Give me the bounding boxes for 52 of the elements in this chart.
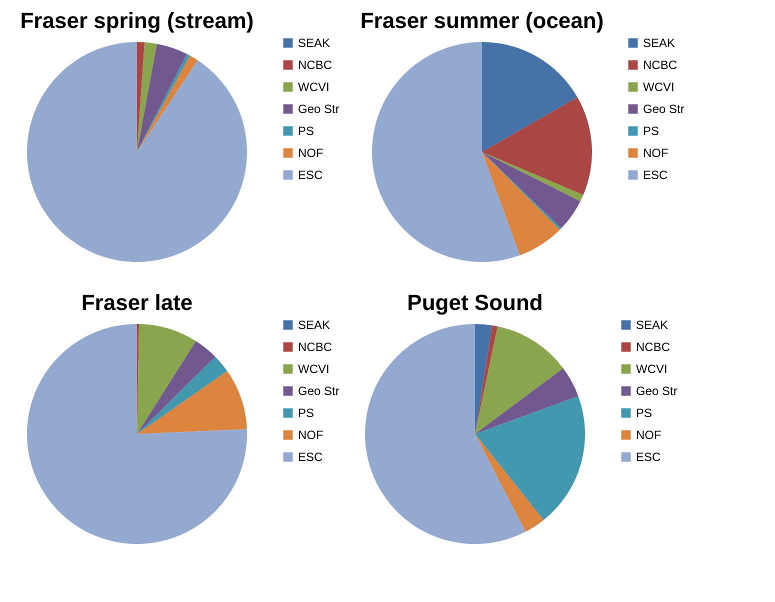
legend-label: NOF — [636, 428, 662, 442]
legend-label: SEAK — [298, 318, 330, 332]
legend-label: NCBC — [298, 58, 332, 72]
pie-slice — [137, 371, 247, 434]
legend-label: PS — [643, 124, 660, 138]
pie-slice — [475, 368, 578, 434]
legend-label: Geo Str — [636, 384, 678, 398]
pie-slice — [372, 42, 520, 262]
chart-title: Fraser late — [81, 290, 193, 315]
legend-label: ESC — [643, 168, 668, 182]
legend-label: ESC — [298, 168, 324, 182]
pie-slice — [137, 341, 216, 434]
legend-label: WCVI — [643, 80, 674, 94]
legend-label: NOF — [298, 146, 324, 160]
legend-label: Geo Str — [298, 102, 340, 116]
pie-slice — [365, 324, 526, 544]
chart-title: Fraser summer (ocean) — [360, 8, 604, 33]
legend-label: WCVI — [298, 362, 330, 376]
legend-label: PS — [298, 124, 314, 138]
pie-slice — [137, 42, 157, 152]
legend-label: NCBC — [643, 58, 678, 72]
legend-label: NOF — [643, 146, 668, 160]
chart-title: Puget Sound — [407, 290, 543, 315]
pie-slice — [482, 152, 584, 202]
legend-label: PS — [298, 406, 314, 420]
legend-label: NCBC — [298, 340, 332, 354]
pie-slice — [475, 434, 544, 532]
legend-label: NCBC — [636, 340, 670, 354]
pie-slice — [482, 152, 580, 228]
legend-label: WCVI — [636, 362, 668, 376]
legend-label: Geo Str — [298, 384, 340, 398]
legend-label: NOF — [298, 428, 324, 442]
legend-label: SEAK — [298, 36, 330, 50]
pie-slice — [482, 97, 592, 196]
pie-slice — [475, 324, 492, 434]
chart-title: Fraser spring (stream) — [20, 8, 254, 33]
legend-label: ESC — [298, 450, 324, 464]
legend-label: PS — [636, 406, 652, 420]
pie-slice — [482, 152, 560, 256]
pie-slice — [475, 325, 498, 434]
pie-slice — [482, 42, 578, 152]
pie-slice — [475, 396, 585, 520]
legend-label: SEAK — [636, 318, 668, 332]
pie-slice — [137, 356, 228, 434]
legend-label: SEAK — [643, 36, 676, 50]
legend-label: Geo Str — [643, 102, 684, 116]
pie-slice — [475, 326, 564, 434]
pie-slice — [27, 42, 247, 262]
legend-label: WCVI — [298, 80, 330, 94]
pie-slice — [137, 324, 196, 434]
pie-slice — [27, 324, 247, 544]
legend-label: ESC — [636, 450, 662, 464]
